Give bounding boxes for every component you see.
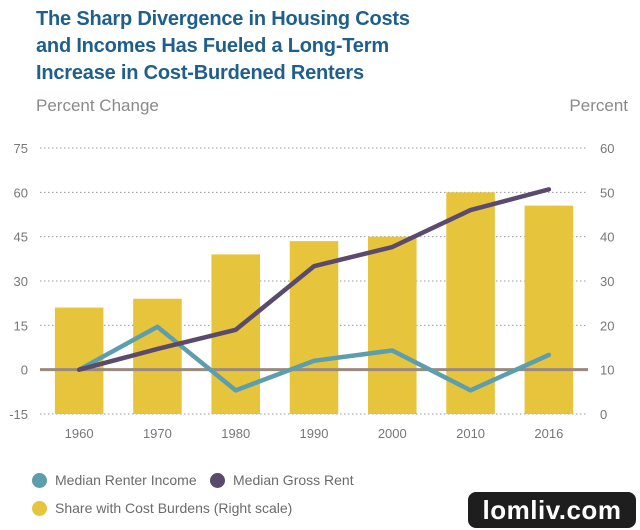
left-tick-label: 60 [14, 185, 28, 200]
x-tick-label: 1960 [65, 426, 94, 441]
watermark: lomliv.com [468, 492, 636, 528]
right-axis-title: Percent [569, 96, 628, 115]
legend-item-median-gross-rent: Median Gross Rent [210, 472, 354, 488]
bar-series [54, 192, 574, 414]
legend-label-income: Median Renter Income [55, 472, 197, 488]
right-tick-label: 40 [600, 230, 614, 245]
legend-item-cost-burdens: Share with Cost Burdens (Right scale) [32, 500, 292, 516]
right-tick-label: 30 [600, 274, 614, 289]
line-series [76, 187, 552, 393]
legend-swatch-burden [32, 500, 47, 516]
x-tick-label: 2010 [456, 426, 485, 441]
legend-swatch-income [32, 472, 47, 488]
legend-label-rent: Median Gross Rent [233, 472, 354, 488]
chart-title-line-2: and Incomes Has Fueled a Long-Term [36, 35, 389, 57]
right-tick-label: 50 [600, 185, 614, 200]
left-tick-label: 30 [14, 274, 28, 289]
x-tick-label: 1990 [300, 426, 329, 441]
chart-title-line-1: The Sharp Divergence in Housing Costs [36, 8, 410, 30]
x-tick-label: 1980 [221, 426, 250, 441]
bar [133, 298, 182, 414]
left-tick-label: 75 [14, 141, 28, 156]
bar [446, 192, 495, 414]
x-tick-label: 1970 [143, 426, 172, 441]
bar [368, 236, 417, 414]
legend-item-median-renter-income: Median Renter Income [32, 472, 197, 488]
x-tick-label: 2016 [534, 426, 563, 441]
x-tick-label: 2000 [378, 426, 407, 441]
legend-swatch-rent [210, 472, 225, 488]
series-line-median-gross-rent [76, 187, 552, 372]
gridlines [40, 147, 588, 415]
left-tick-label: 0 [21, 363, 28, 378]
chart-title-line-3: Increase in Cost-Burdened Renters [36, 62, 364, 84]
right-tick-label: 0 [600, 407, 607, 422]
left-tick-label: -15 [9, 407, 28, 422]
right-tick-label: 20 [600, 318, 614, 333]
right-tick-label: 60 [600, 141, 614, 156]
legend-label-burden: Share with Cost Burdens (Right scale) [55, 500, 293, 516]
bar [289, 241, 339, 414]
left-tick-label: 15 [14, 318, 28, 333]
bar [524, 205, 574, 414]
chart-title: The Sharp Divergence in Housing Costs an… [36, 6, 516, 87]
right-tick-label: 10 [600, 363, 614, 378]
left-tick-label: 45 [14, 230, 28, 245]
left-axis-title: Percent Change [36, 96, 159, 115]
series-line-median-renter-income [76, 324, 552, 393]
